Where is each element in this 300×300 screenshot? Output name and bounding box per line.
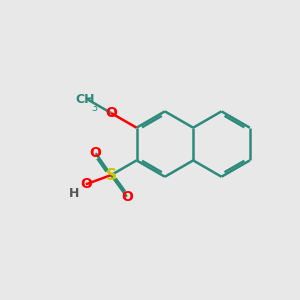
- Text: O: O: [80, 177, 92, 191]
- Text: O: O: [90, 146, 102, 160]
- Text: S: S: [106, 168, 117, 183]
- Text: O: O: [121, 190, 133, 204]
- Text: CH: CH: [76, 93, 95, 106]
- Text: 3: 3: [92, 103, 98, 113]
- Text: H: H: [69, 187, 80, 200]
- Text: O: O: [105, 106, 117, 120]
